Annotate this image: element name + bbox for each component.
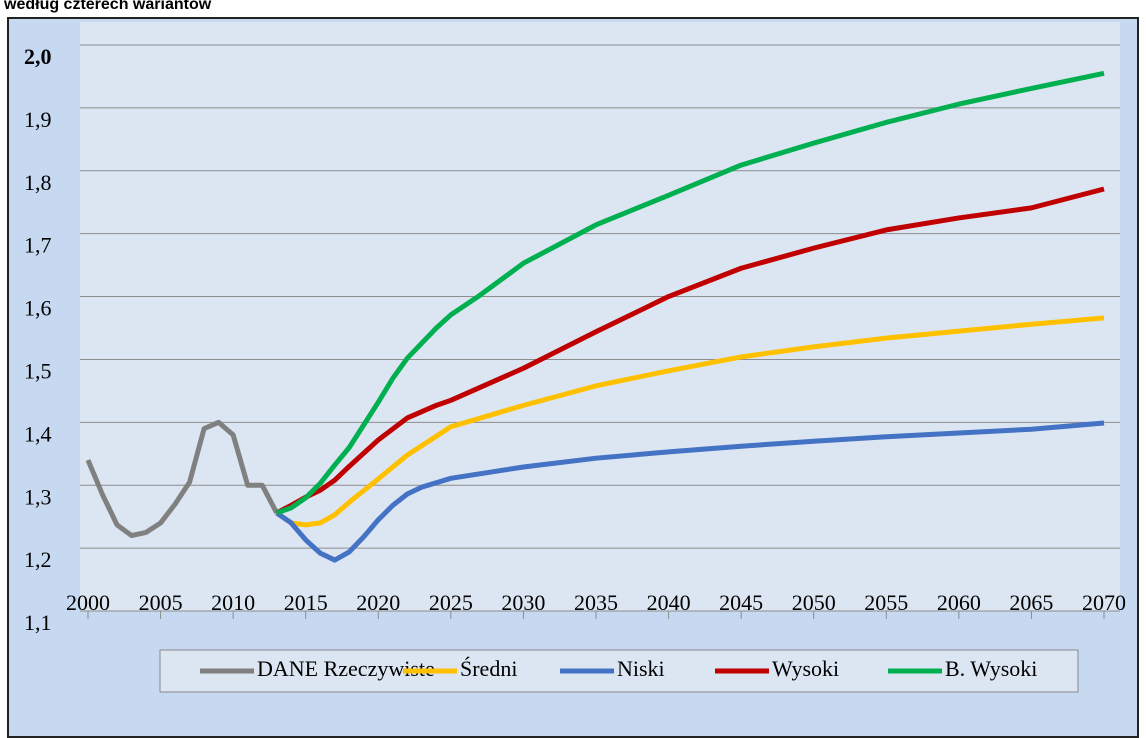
chart-title: według czterech wariantów — [3, 0, 212, 13]
series-line — [85, 419, 279, 539]
x-tick-label: 2020 — [356, 590, 400, 615]
y-tick-label: 1,6 — [24, 296, 52, 321]
x-tick-label: 2025 — [429, 590, 473, 615]
series-line — [275, 186, 1105, 516]
x-tick-label: 2010 — [211, 590, 255, 615]
x-tick-label: 2005 — [139, 590, 183, 615]
legend-label: Niski — [617, 656, 665, 681]
x-tick-label: 2050 — [792, 590, 836, 615]
y-tick-label: 1,7 — [24, 233, 52, 258]
y-tick-label: 2,0 — [24, 44, 52, 69]
plot-area — [80, 22, 1120, 611]
x-tick-label: 2030 — [501, 590, 545, 615]
x-tick-label: 2035 — [574, 590, 618, 615]
x-tick-label: 2070 — [1082, 590, 1126, 615]
series-line — [275, 70, 1105, 516]
y-tick-label: 1,8 — [24, 170, 52, 195]
legend-label: Wysoki — [772, 656, 839, 681]
y-tick-label: 1,9 — [24, 107, 52, 132]
y-tick-label: 1,1 — [24, 610, 52, 635]
series-line — [275, 420, 1105, 563]
x-tick-label: 2055 — [864, 590, 908, 615]
legend-label: B. Wysoki — [945, 656, 1037, 681]
y-tick-label: 1,5 — [24, 358, 52, 383]
x-tick-label: 2040 — [647, 590, 691, 615]
x-tick-label: 2015 — [284, 590, 328, 615]
legend-label: Średni — [460, 656, 517, 681]
x-tick-label: 2060 — [937, 590, 981, 615]
y-tick-label: 1,3 — [24, 484, 52, 509]
x-tick-label: 2045 — [719, 590, 763, 615]
y-tick-label: 1,2 — [24, 547, 52, 572]
x-tick-label: 2065 — [1009, 590, 1053, 615]
y-tick-label: 1,4 — [24, 421, 52, 446]
series-line — [275, 315, 1105, 528]
x-tick-label: 2000 — [66, 590, 110, 615]
